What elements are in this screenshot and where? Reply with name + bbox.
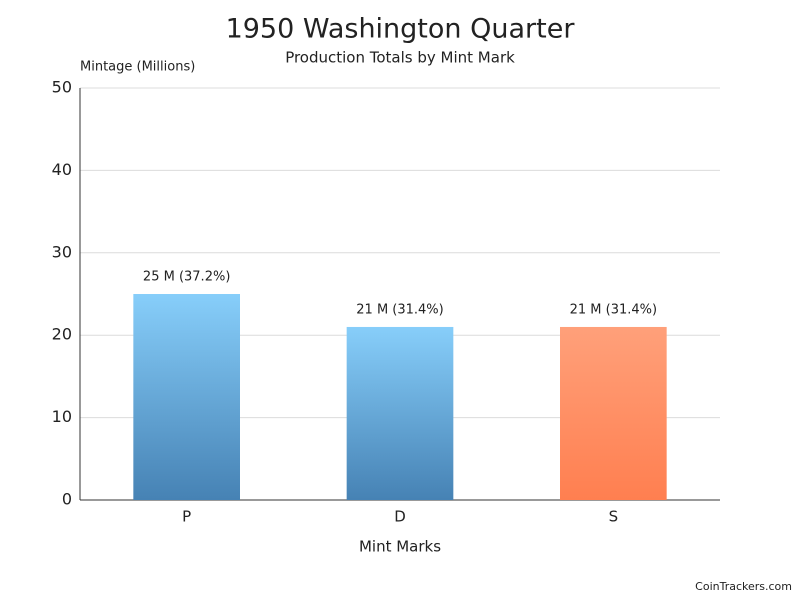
x-axis-label: Mint Marks bbox=[359, 538, 441, 556]
chart-subtitle: Production Totals by Mint Mark bbox=[285, 49, 515, 67]
y-tick-label: 50 bbox=[52, 78, 72, 97]
y-tick-label: 20 bbox=[52, 325, 72, 344]
x-tick-label: D bbox=[394, 508, 406, 526]
chart-title: 1950 Washington Quarter bbox=[226, 14, 576, 45]
y-axis-label: Mintage (Millions) bbox=[80, 60, 195, 75]
bar bbox=[560, 326, 667, 500]
value-label: 21 M (31.4%) bbox=[356, 302, 443, 317]
x-tick-label: S bbox=[609, 508, 619, 526]
bar bbox=[346, 326, 454, 500]
value-label: 25 M (37.2%) bbox=[143, 270, 230, 285]
y-tick-label: 40 bbox=[52, 160, 72, 179]
y-tick-label: 0 bbox=[62, 490, 72, 509]
source: CoinTrackers.com bbox=[695, 580, 792, 593]
y-tick-label: 10 bbox=[52, 407, 72, 426]
bar bbox=[133, 294, 240, 500]
value-label: 21 M (31.4%) bbox=[570, 302, 657, 317]
x-tick-label: P bbox=[182, 508, 191, 526]
y-tick-label: 30 bbox=[52, 242, 72, 261]
